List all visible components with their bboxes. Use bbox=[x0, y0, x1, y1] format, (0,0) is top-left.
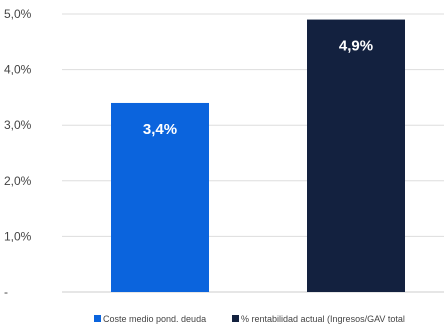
y-axis-ticks: - 1,0% 2,0% 3,0% 4,0% 5,0% bbox=[4, 7, 32, 299]
y-tick-label: 2,0% bbox=[4, 174, 32, 188]
y-tick-label: 4,0% bbox=[4, 63, 32, 77]
bar bbox=[307, 19, 405, 293]
y-tick-label: - bbox=[4, 285, 8, 299]
legend-swatch bbox=[94, 315, 101, 322]
bar bbox=[111, 102, 209, 293]
bar-data-label: 3,4% bbox=[143, 121, 177, 138]
y-tick-label: 3,0% bbox=[4, 118, 32, 132]
y-tick-label: 5,0% bbox=[4, 7, 32, 21]
legend-label: % rentabilidad actual (Ingresos/GAV tota… bbox=[241, 314, 405, 324]
legend-label: Coste medio pond. deuda bbox=[103, 314, 206, 324]
bar-data-label: 4,9% bbox=[339, 38, 373, 55]
bars bbox=[111, 19, 405, 293]
y-tick-label: 1,0% bbox=[4, 229, 32, 243]
legend: Coste medio pond. deuda % rentabilidad ac… bbox=[94, 314, 405, 324]
legend-swatch bbox=[232, 315, 239, 322]
bar-data-labels: 3,4% 4,9% bbox=[143, 38, 373, 138]
